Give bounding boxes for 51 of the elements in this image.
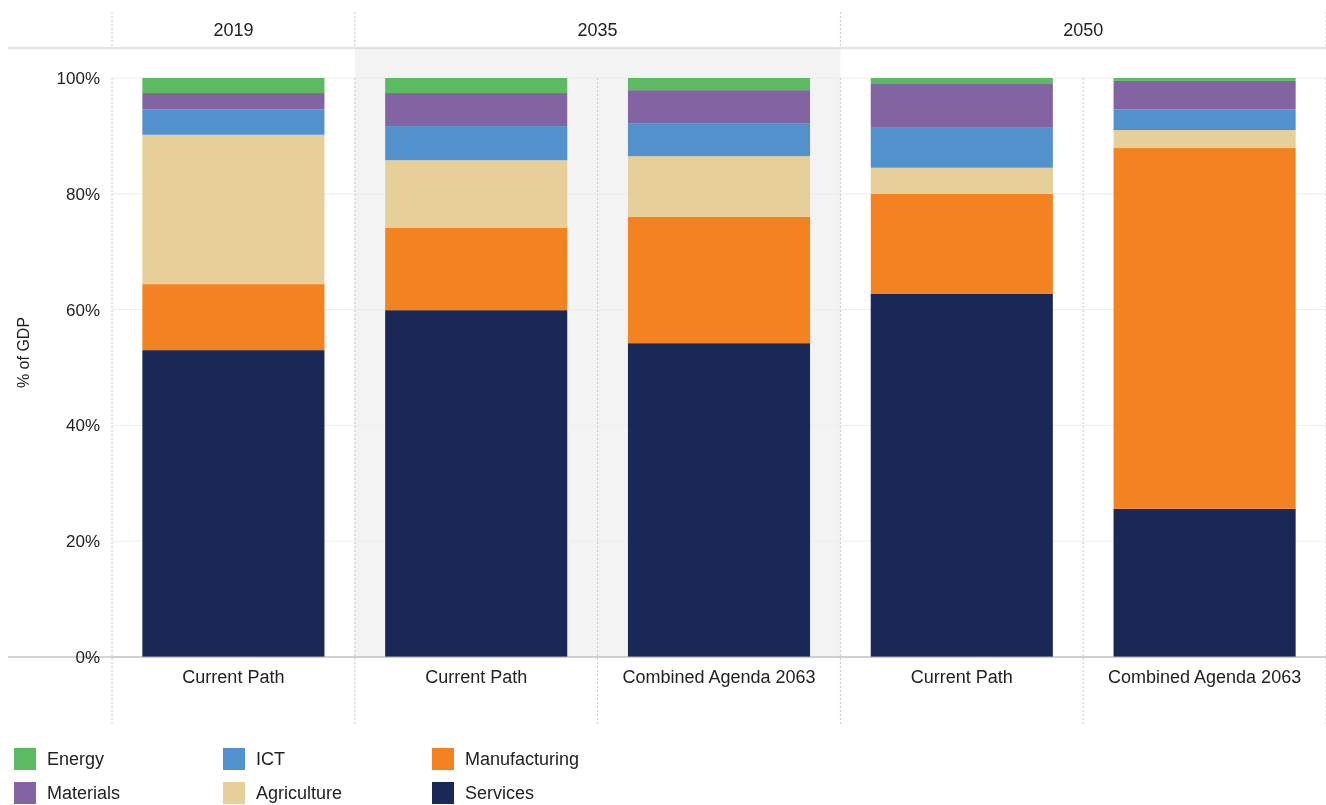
y-axis-title: % of GDP (15, 316, 32, 389)
bar (385, 227, 568, 311)
bar (142, 350, 325, 657)
y-tick-label: 80% (65, 184, 100, 204)
bar (1113, 130, 1296, 149)
bar (870, 193, 1053, 294)
x-tick-label: Combined Agenda 2063 (622, 667, 816, 687)
bar (627, 156, 811, 217)
y-tick-label: 40% (65, 416, 100, 436)
bar (1113, 80, 1296, 110)
bar (870, 293, 1053, 657)
bar (142, 93, 325, 110)
legend-label: Energy (47, 749, 105, 769)
bar (870, 83, 1053, 128)
y-tick-label: 0% (75, 648, 100, 667)
bar (142, 109, 325, 135)
x-tick-label: Current Path (910, 667, 1013, 687)
x-tick-label: Current Path (425, 667, 528, 687)
bar (385, 160, 568, 228)
bar (870, 127, 1053, 168)
bar (627, 343, 811, 657)
bar (142, 284, 325, 351)
y-tick-label: 100% (56, 69, 100, 88)
bar (1113, 508, 1296, 657)
legend-label: Manufacturing (465, 749, 580, 769)
legend-label: Services (465, 783, 535, 803)
bar (627, 78, 811, 91)
bar (627, 90, 811, 124)
legend-label: Materials (47, 783, 121, 803)
text: 2050 (1063, 20, 1104, 40)
y-tick-label: 60% (65, 300, 100, 320)
bar (870, 167, 1053, 194)
bar (1113, 109, 1296, 131)
bar (627, 216, 811, 344)
bar (627, 123, 811, 157)
bar (870, 78, 1053, 84)
text: 2035 (577, 20, 618, 40)
text: 2019 (213, 20, 254, 40)
bar (385, 93, 568, 127)
bar (1113, 148, 1296, 509)
x-tick-label: Current Path (182, 667, 285, 687)
bar (385, 126, 568, 161)
legend-label: Agriculture (256, 783, 343, 803)
bar (385, 310, 568, 657)
bar (142, 78, 325, 94)
bar (142, 134, 325, 285)
bar (1113, 78, 1296, 81)
bar (385, 78, 568, 94)
x-tick-label: Combined Agenda 2063 (1108, 667, 1302, 687)
y-tick-label: 20% (65, 532, 100, 552)
legend-label: ICT (256, 749, 285, 769)
